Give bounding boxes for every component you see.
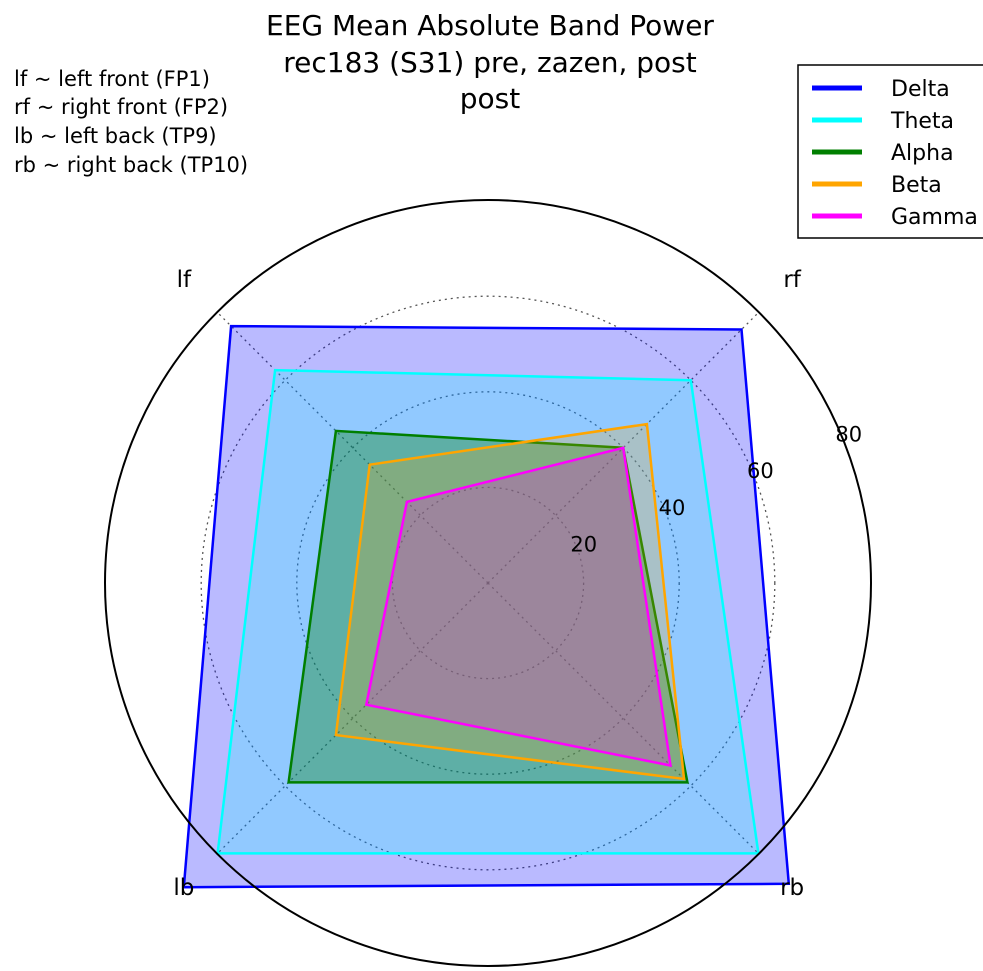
legend-label-gamma: Gamma [891, 205, 978, 230]
legend-label-delta: Delta [891, 77, 950, 102]
legend-label-theta: Theta [890, 109, 954, 134]
series-layer [182, 324, 791, 889]
tick-label-20: 20 [570, 532, 597, 556]
grid-circle-20 [391, 486, 585, 680]
grid-circle-60 [200, 295, 776, 871]
note-lb: lb ~ left back (TP9) [14, 124, 217, 148]
axis-labels: rf lf lb rb [173, 267, 804, 901]
legend-label-beta: Beta [891, 173, 942, 198]
series-alpha [287, 429, 689, 784]
spoke-rb [487, 582, 760, 855]
outer-frame [104, 199, 872, 967]
chart-title-line-1: EEG Mean Absolute Band Power [266, 9, 714, 42]
note-lf: lf ~ left front (FP1) [14, 67, 210, 91]
spoke-rf [487, 311, 760, 584]
axis-label-rb: rb [780, 875, 804, 901]
series-beta [334, 422, 686, 781]
radial-grid [200, 295, 776, 871]
axis-label-lb: lb [173, 875, 194, 901]
axis-label-lf: lf [177, 267, 192, 293]
legend: Delta Theta Alpha Beta Gamma [797, 64, 983, 239]
tick-label-60: 60 [747, 459, 774, 483]
axis-label-rf: rf [783, 267, 801, 293]
series-gamma [364, 446, 672, 768]
spoke-lf [216, 311, 489, 584]
tick-label-80: 80 [835, 423, 862, 447]
grid-circle-40 [296, 391, 680, 775]
note-rf: rf ~ right front (FP2) [14, 95, 228, 119]
note-rb: rb ~ right back (TP10) [14, 153, 248, 177]
chart-title-line-2: rec183 (S31) pre, zazen, post [283, 46, 697, 79]
legend-label-alpha: Alpha [891, 141, 954, 166]
tick-label-40: 40 [659, 496, 686, 520]
radial-tick-labels: 20 40 60 80 [570, 423, 862, 557]
chart-title-line-3: post [460, 82, 520, 115]
chart-title: EEG Mean Absolute Band Power rec183 (S31… [266, 9, 714, 115]
series-delta [182, 324, 791, 889]
spoke-lb [216, 582, 489, 855]
channel-notes: lf ~ left front (FP1) rf ~ right front (… [14, 67, 248, 177]
